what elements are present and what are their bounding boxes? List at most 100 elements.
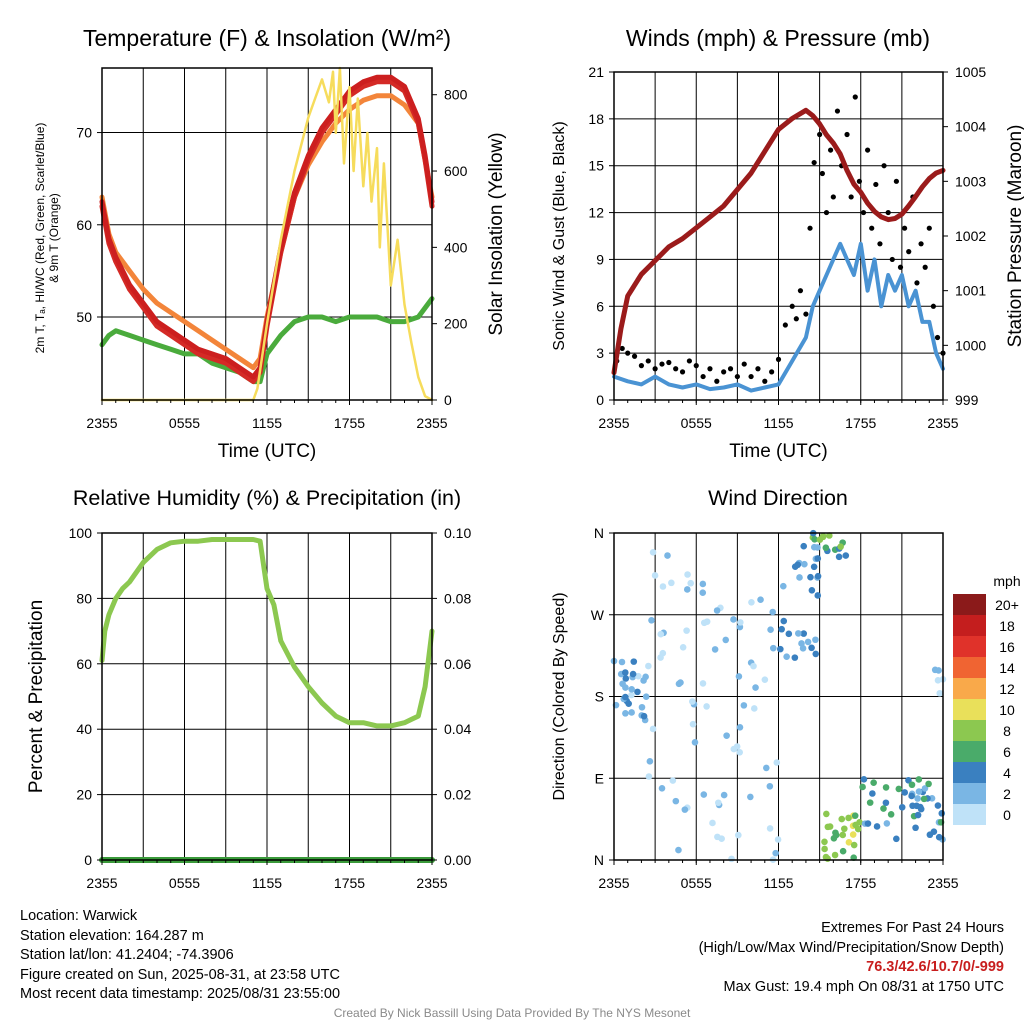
direction-point [882,784,890,791]
x-tick-label: 1755 [845,875,876,891]
panel-3: 0 20 40 60 80 100 0.00 0.02 0.04 0.06 0.08 0.10 2355… [26,486,471,891]
x-tick-label: 2355 [86,415,117,431]
gust-point [679,369,686,375]
direction-point [773,759,781,766]
y2-axis-label: Solar Insolation (Yellow) [486,132,507,335]
direction-point [630,658,638,665]
gust-point [848,194,854,200]
direction-point [774,836,782,843]
y-tick-label: S [595,689,604,705]
direction-point [908,792,915,800]
legend-label: 14 [999,660,1015,676]
y-axis-label: Direction (Colored By Speed) [551,592,568,800]
direction-point [778,625,785,633]
direction-point [703,703,710,710]
direction-point [711,646,719,653]
gust-point [673,366,679,372]
x-tick-label: 0555 [681,875,712,891]
gust-point [922,264,928,270]
wind-line [612,241,945,393]
direction-point [804,638,812,646]
gust-point [686,358,692,364]
y2-tick-label: 0.00 [444,852,471,868]
direction-point [683,586,691,593]
direction-point [791,654,799,661]
y2-tick-label: 200 [444,316,468,332]
legend-title: mph [993,573,1020,589]
figure-created: Figure created on Sun, 2025-08-31, at 23… [20,966,340,983]
panel-1: 50 60 70 0 200 400 600 800 2355 0555 1155 1755 2355 T… [33,25,507,462]
direction-point [640,677,647,684]
y-tick-label: 50 [76,309,92,325]
gust-point [762,378,768,384]
gust-point [926,225,932,231]
legend-label: 20+ [995,597,1019,613]
direction-point [814,555,822,562]
direction-point [841,825,848,833]
y-tick-label: 40 [76,721,92,737]
gust-point [881,163,887,169]
direction-point [677,679,684,686]
direction-point [785,630,793,638]
x-axis-label: Time (UTC) [218,441,317,462]
direction-point [794,561,802,569]
y2-tick-label: 999 [955,392,979,408]
direction-point [780,582,787,590]
direction-point [835,553,843,561]
legend-label: 18 [999,618,1015,634]
y2-tick-label: 0.02 [444,787,471,803]
gust-point [619,345,625,352]
y-tick-label: N [594,852,604,868]
legend-swatch [953,762,986,783]
legend-swatch [953,615,986,636]
chart-title: Wind Direction [708,486,848,510]
direction-point [659,649,667,657]
direction-point [905,777,912,784]
chart-title: Temperature (F) & Insolation (W/m²) [83,25,451,51]
gust-point [707,366,713,372]
series-line-5 [100,66,434,402]
direction-point [761,676,769,683]
legend-label: 6 [1003,744,1011,760]
direction-point [735,673,743,680]
direction-point [838,815,846,823]
direction-point [822,544,830,552]
x-tick-label: 2355 [927,875,958,891]
direction-point [722,636,730,644]
direction-point [800,542,808,550]
y-tick-label: 20 [76,787,92,803]
legend-swatch [953,804,986,825]
gust-point [811,159,817,166]
direction-point [672,797,680,805]
direction-point [808,644,815,652]
direction-point [645,662,652,670]
direction-point [664,552,671,559]
direction-point [648,616,655,624]
x-tick-label: 2355 [416,415,447,431]
y2-tick-label: 400 [444,239,468,255]
y2-tick-label: 1002 [955,228,986,244]
direction-point [864,820,872,827]
direction-point [930,828,938,835]
direction-point [887,811,895,818]
direction-point [689,720,697,728]
y-tick-label: 100 [69,525,93,541]
direction-point [814,572,822,580]
y-tick-label: E [595,770,604,786]
direction-point [798,640,805,647]
gust-point [769,369,775,375]
direction-point [757,596,764,604]
direction-point [851,812,859,819]
direction-point [837,543,844,550]
direction-point [821,845,828,853]
x-tick-label: 1755 [845,415,876,431]
direction-point [668,579,675,587]
y-axis-label: Percent & Precipitation [26,600,47,793]
y-tick-label: 12 [588,205,604,221]
direction-point [909,802,916,810]
direction-point [640,712,648,720]
extremes-subtitle: (High/Low/Max Wind/Precipitation/Snow De… [698,939,1004,956]
direction-point [713,607,721,614]
y-tick-label: 80 [76,590,92,606]
legend-swatch [953,783,986,804]
